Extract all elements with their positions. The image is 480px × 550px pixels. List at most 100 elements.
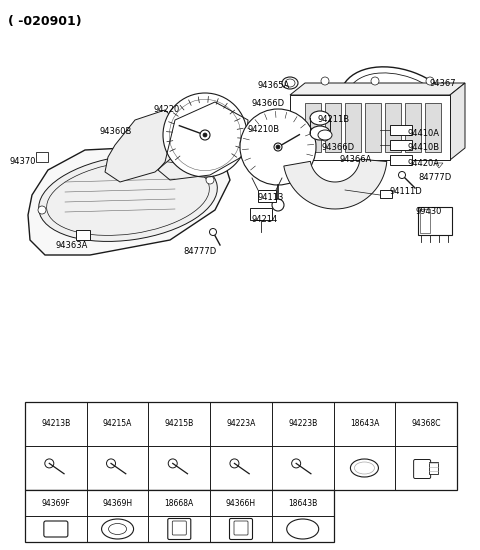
Bar xyxy=(36,152,48,162)
Bar xyxy=(405,103,421,152)
Circle shape xyxy=(272,199,284,211)
Text: 94370: 94370 xyxy=(10,157,36,167)
FancyBboxPatch shape xyxy=(414,459,431,478)
Bar xyxy=(424,95,429,98)
Circle shape xyxy=(230,459,239,468)
Text: 94360B: 94360B xyxy=(100,128,132,136)
Bar xyxy=(345,103,361,152)
Bar xyxy=(385,103,401,152)
Ellipse shape xyxy=(350,459,378,477)
Circle shape xyxy=(38,206,46,214)
Text: 84777D: 84777D xyxy=(418,173,451,183)
Bar xyxy=(418,207,452,235)
Text: 94215A: 94215A xyxy=(103,420,132,428)
Text: 99430: 99430 xyxy=(416,207,443,217)
Text: 94214: 94214 xyxy=(252,216,278,224)
Bar xyxy=(325,103,341,152)
Bar xyxy=(420,209,430,233)
Circle shape xyxy=(141,146,149,154)
Text: 94363A: 94363A xyxy=(55,240,87,250)
Ellipse shape xyxy=(282,77,298,89)
Ellipse shape xyxy=(285,79,295,87)
Text: 84777D: 84777D xyxy=(183,248,216,256)
Text: 94366D: 94366D xyxy=(322,144,355,152)
Circle shape xyxy=(371,77,379,85)
Text: 94365A: 94365A xyxy=(258,80,290,90)
Polygon shape xyxy=(105,110,180,182)
Text: 94369H: 94369H xyxy=(103,498,132,508)
Circle shape xyxy=(398,172,406,179)
Circle shape xyxy=(426,77,434,85)
Ellipse shape xyxy=(318,130,332,140)
Text: 94410B: 94410B xyxy=(408,144,440,152)
FancyBboxPatch shape xyxy=(172,521,186,535)
Bar xyxy=(424,90,429,93)
Ellipse shape xyxy=(287,519,319,539)
Ellipse shape xyxy=(310,126,330,140)
Text: 18668A: 18668A xyxy=(165,498,194,508)
Text: 94210B: 94210B xyxy=(248,125,280,135)
Ellipse shape xyxy=(102,519,133,539)
Circle shape xyxy=(240,109,316,185)
Text: 94111D: 94111D xyxy=(390,188,423,196)
Text: 94223A: 94223A xyxy=(226,420,256,428)
Text: 94366D: 94366D xyxy=(252,98,285,107)
Text: 94220: 94220 xyxy=(154,104,180,113)
Bar xyxy=(424,110,429,113)
Text: 94367: 94367 xyxy=(430,79,456,87)
Polygon shape xyxy=(435,163,443,168)
Text: 94223B: 94223B xyxy=(288,420,317,428)
Polygon shape xyxy=(295,163,303,168)
Text: 94215B: 94215B xyxy=(165,420,194,428)
Text: 94410A: 94410A xyxy=(408,129,440,138)
Text: 94368C: 94368C xyxy=(411,420,441,428)
Text: 94113: 94113 xyxy=(258,194,284,202)
Bar xyxy=(25,490,334,542)
Text: 18643B: 18643B xyxy=(288,498,317,508)
Ellipse shape xyxy=(347,73,453,147)
Circle shape xyxy=(107,459,116,468)
FancyBboxPatch shape xyxy=(168,519,191,540)
Polygon shape xyxy=(28,145,230,255)
Text: 94366H: 94366H xyxy=(226,498,256,508)
Polygon shape xyxy=(450,83,465,160)
Circle shape xyxy=(206,176,214,184)
Text: 94211B: 94211B xyxy=(318,116,350,124)
FancyBboxPatch shape xyxy=(234,521,248,535)
Bar xyxy=(424,100,429,103)
FancyBboxPatch shape xyxy=(229,519,252,540)
Circle shape xyxy=(292,459,300,468)
Bar xyxy=(424,120,429,123)
Bar xyxy=(429,462,438,474)
Bar xyxy=(390,140,412,150)
Circle shape xyxy=(200,130,210,140)
Polygon shape xyxy=(290,95,450,160)
Circle shape xyxy=(168,459,177,468)
Polygon shape xyxy=(290,83,465,95)
Bar xyxy=(390,155,412,165)
Bar xyxy=(424,105,429,108)
Text: 94369F: 94369F xyxy=(41,498,70,508)
Text: 18643A: 18643A xyxy=(350,420,379,428)
Bar xyxy=(424,125,429,128)
Bar xyxy=(250,208,272,220)
Bar xyxy=(365,103,381,152)
Circle shape xyxy=(203,133,207,137)
Text: 94366A: 94366A xyxy=(340,156,372,164)
Circle shape xyxy=(45,459,54,468)
Text: 94420A: 94420A xyxy=(408,158,440,168)
Circle shape xyxy=(321,77,329,85)
Circle shape xyxy=(276,145,280,149)
Bar xyxy=(424,115,429,118)
Text: 94213B: 94213B xyxy=(41,420,71,428)
FancyBboxPatch shape xyxy=(44,521,68,537)
Circle shape xyxy=(209,228,216,235)
Ellipse shape xyxy=(310,111,330,125)
Ellipse shape xyxy=(340,67,460,153)
Bar xyxy=(76,230,90,240)
Bar xyxy=(305,103,321,152)
Bar xyxy=(390,125,412,135)
Polygon shape xyxy=(284,159,387,209)
Bar xyxy=(380,190,392,198)
Bar xyxy=(425,103,441,152)
